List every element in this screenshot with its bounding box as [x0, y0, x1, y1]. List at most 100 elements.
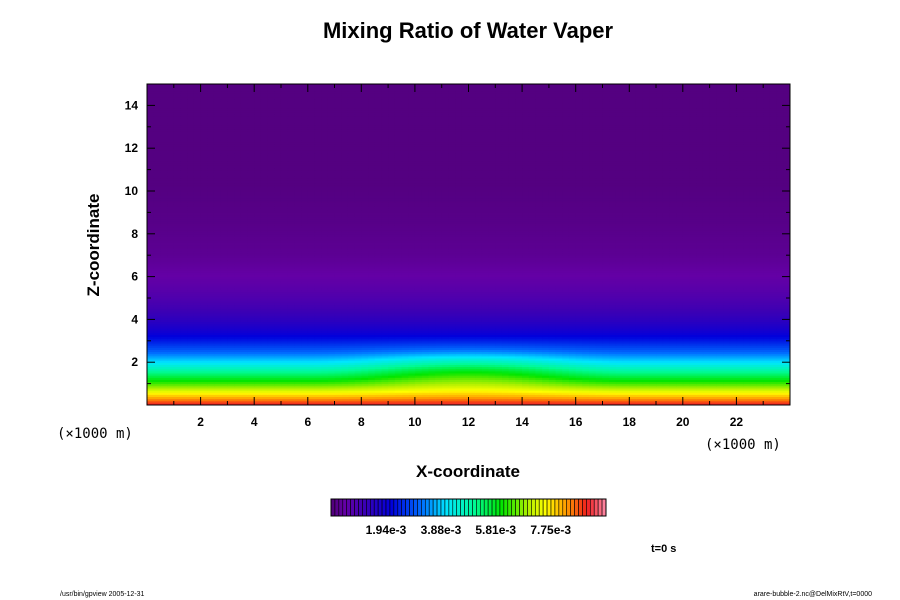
heatmap-cell — [702, 402, 711, 405]
heatmap-cell — [629, 394, 637, 398]
heatmap-cell — [756, 383, 764, 387]
heatmap-cell — [475, 400, 483, 404]
heatmap-cell — [421, 398, 429, 402]
heatmap-cell — [515, 394, 523, 398]
heatmap-cell — [401, 398, 409, 402]
heatmap-cell — [307, 394, 316, 398]
heatmap-cell — [213, 400, 222, 404]
heatmap-cell — [702, 394, 711, 398]
heatmap-cell — [468, 385, 476, 389]
heatmap-cell — [615, 385, 624, 389]
heatmap-cell — [213, 392, 222, 395]
heatmap-cell — [314, 381, 322, 385]
heatmap-cell — [207, 392, 215, 395]
heatmap-cell — [595, 394, 604, 398]
heatmap-cell — [689, 398, 697, 402]
heatmap-cell — [408, 398, 416, 402]
heatmap-cell — [180, 402, 188, 405]
heatmap-cell — [448, 396, 456, 400]
heatmap-cell — [783, 398, 790, 402]
heatmap-cell — [575, 398, 583, 402]
heatmap-cell — [301, 400, 309, 404]
heatmap-cell — [528, 387, 537, 391]
heatmap-cell — [635, 385, 644, 389]
heatmap-cell — [180, 400, 188, 404]
heatmap-cell — [562, 402, 570, 405]
heatmap-cell — [341, 390, 349, 393]
heatmap-cell — [756, 402, 764, 405]
heatmap-cell — [187, 400, 195, 404]
heatmap-cell — [267, 402, 275, 405]
heatmap-cell — [602, 400, 610, 404]
heatmap-cell — [267, 394, 275, 398]
heatmap-cell — [501, 396, 510, 400]
heatmap-cell — [334, 385, 342, 389]
heatmap-cell — [555, 400, 563, 404]
heatmap-cell — [595, 385, 604, 389]
heatmap-cell — [723, 396, 731, 400]
heatmap-cell — [414, 400, 423, 404]
heatmap-cell — [408, 394, 416, 398]
heatmap-cell — [548, 400, 557, 404]
heatmap-cell — [716, 387, 724, 391]
heatmap-cell — [200, 392, 208, 395]
heatmap-cell — [689, 387, 697, 391]
heatmap-cell — [448, 387, 456, 391]
heatmap-cell — [381, 394, 389, 398]
heatmap-cell — [381, 402, 389, 405]
heatmap-cell — [414, 383, 423, 387]
heatmap-cell — [200, 385, 208, 389]
heatmap-cell — [287, 383, 295, 387]
heatmap-cell — [334, 390, 342, 393]
heatmap-cell — [515, 390, 523, 393]
heatmap-cell — [756, 394, 764, 398]
heatmap-cell — [455, 402, 463, 405]
heatmap-cell — [327, 387, 336, 391]
heatmap-cell — [173, 381, 182, 385]
heatmap-cell — [495, 385, 503, 389]
heatmap-cell — [723, 387, 731, 391]
heatmap-cell — [455, 387, 463, 391]
heatmap-cell — [361, 402, 369, 405]
heatmap-cell — [515, 385, 523, 389]
heatmap-cell — [368, 383, 376, 387]
heatmap-cell — [508, 387, 516, 391]
heatmap-cell — [327, 400, 336, 404]
heatmap-cell — [676, 390, 684, 393]
heatmap-cell — [160, 396, 168, 400]
heatmap-cell — [368, 402, 376, 405]
heatmap-cell — [622, 398, 630, 402]
heatmap-cell — [689, 383, 697, 387]
heatmap-cell — [314, 394, 322, 398]
heatmap-cell — [207, 381, 215, 385]
heatmap-cell — [187, 383, 195, 387]
heatmap-cell — [321, 385, 329, 389]
heatmap-cell — [662, 402, 671, 405]
heatmap-cell — [267, 398, 275, 402]
heatmap-cell — [776, 396, 784, 400]
heatmap-cell — [280, 396, 289, 400]
heatmap-cell — [394, 387, 403, 391]
heatmap-cell — [307, 387, 316, 391]
heatmap-cell — [535, 383, 543, 387]
heatmap-cell — [542, 387, 550, 391]
heatmap-cell — [702, 390, 711, 393]
heatmap-cell — [763, 398, 771, 402]
heatmap-cell — [220, 392, 228, 395]
heatmap-cell — [575, 390, 583, 393]
heatmap-cell — [622, 400, 630, 404]
heatmap-cell — [629, 390, 637, 393]
heatmap-cell — [408, 392, 416, 395]
heatmap-cell — [280, 381, 289, 385]
heatmap-cell — [629, 402, 637, 405]
heatmap-cell — [321, 402, 329, 405]
heatmap-cell — [475, 394, 483, 398]
heatmap-cell — [180, 396, 188, 400]
heatmap-cell — [207, 398, 215, 402]
heatmap-cell — [622, 383, 630, 387]
heatmap-cell — [749, 394, 758, 398]
heatmap-cell — [542, 392, 550, 395]
heatmap-cell — [307, 390, 316, 393]
heatmap-cell — [173, 400, 182, 404]
heatmap-cell — [193, 396, 202, 400]
